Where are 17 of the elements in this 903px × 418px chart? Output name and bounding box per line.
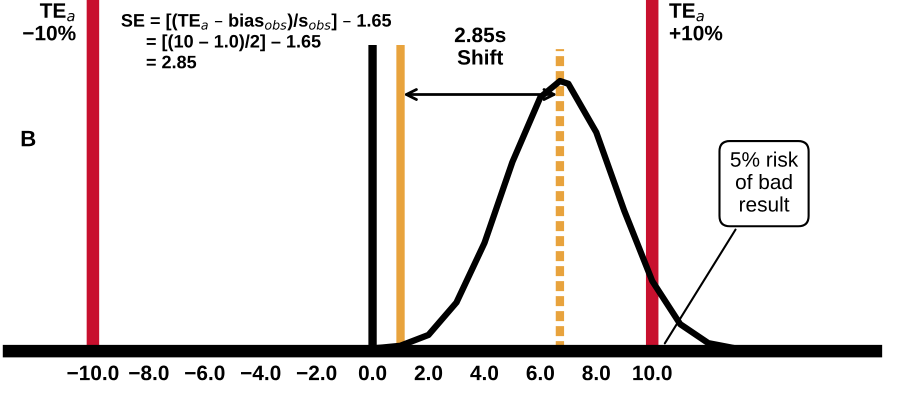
x-tick-label: 0.0 bbox=[358, 366, 386, 380]
x-tick-label: −8.0 bbox=[129, 366, 169, 380]
x-tick-label: 8.0 bbox=[582, 366, 610, 380]
ref-line-label: TE$_{a}$ −10% bbox=[23, 3, 76, 40]
x-tick-label: −4.0 bbox=[241, 366, 280, 380]
x-tick-label: −10.0 bbox=[67, 366, 118, 380]
x-tick-label: −2.0 bbox=[296, 366, 336, 380]
x-tick-label: −6.0 bbox=[185, 366, 224, 380]
annotation: 5% risk of bad result bbox=[730, 152, 798, 212]
x-tick-label: 2.0 bbox=[414, 366, 442, 380]
ref-line-label: TE$_{a}$ +10% bbox=[669, 3, 722, 40]
annotation: 2.85s Shift bbox=[454, 28, 506, 65]
annotation: B bbox=[22, 130, 36, 146]
x-tick-label: 6.0 bbox=[526, 366, 554, 380]
x-tick-label: 10.0 bbox=[633, 366, 672, 380]
text: SE = [(TE$_{a}$ – bias$_{obs}$)/s$_{obs}$] – 1.65 = [(10 – 1.0)/2] – 1.65 = 2.85 bbox=[121, 14, 392, 68]
x-tick-label: 4.0 bbox=[470, 366, 498, 380]
